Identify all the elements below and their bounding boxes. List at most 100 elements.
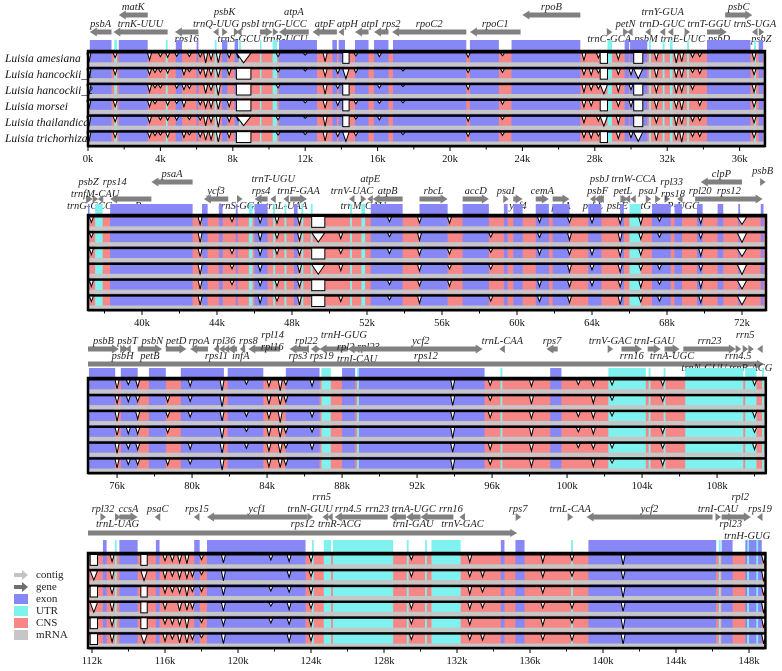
gene-label: trnS-GGA [218,201,261,212]
exon-region [196,130,199,146]
conservation-dip [215,68,221,78]
UTR-region [301,262,304,279]
low-conservation-gap [342,115,350,128]
exon-region [552,204,570,215]
mrna-strip [88,125,765,130]
exon-region [194,584,200,601]
conservation-dip [679,131,685,143]
mrna-strip [88,564,766,569]
conservation-dip [617,232,623,242]
conservation-dip [308,617,314,628]
exon-region [624,98,630,115]
conservation-dip [197,131,203,139]
conservation-dip [322,68,328,79]
conservation-dip [581,115,587,125]
UTR-region [762,393,764,410]
conservation-dip [465,52,471,59]
conservation-line [88,82,765,86]
UTR-region [214,98,217,115]
conservation-dip [308,570,314,578]
mrna-strip [88,627,766,632]
UTR-region [745,393,757,410]
exon-region [697,262,703,279]
exon-region [513,215,523,231]
conservation-dip [589,279,595,288]
conservation-dip [653,84,659,95]
alignment-track-luisia-morsei [88,262,766,279]
conservation-dip [286,617,292,626]
conservation-dip [189,633,196,642]
UTR-region [259,66,262,83]
gene-label: psaA [161,169,184,180]
exon-region [234,114,239,131]
UTR-region [648,393,651,410]
exon-region [511,40,581,51]
UTR-region [239,40,241,51]
low-conservation-gap [633,52,644,64]
conservation-dip [376,52,383,58]
conservation-dip [296,248,303,257]
gene-label: trnI-GAU [393,519,435,530]
conservation-dip [277,442,283,454]
UTR-region [114,82,117,99]
conservation-dip [322,115,328,127]
UTR-region [323,540,332,553]
axis-tick-label: 116k [155,656,176,667]
legend-item-gene: gene [14,581,57,593]
conservation-dip [609,442,615,450]
conservation-dip [595,115,602,123]
UTR-region [114,114,117,131]
conservation-dip [283,427,289,435]
conservation-dip [157,68,164,74]
gene-arrow-clpP [700,177,742,187]
exon-region [717,246,724,263]
UTR-region [607,130,612,146]
mrna-strip [88,305,766,310]
gene-arrow-trnC-GCA [606,28,613,36]
exon-region [332,40,337,51]
UTR-region [648,378,651,394]
gene-label: ycf3 [206,186,225,197]
UTR-region [321,441,331,458]
conservation-dip [275,131,281,136]
exon-region [155,600,160,617]
exon-region [721,600,733,617]
UTR-region [323,600,332,617]
conservation-line [88,294,766,297]
conservation-dip [656,295,663,303]
UTR-region [350,246,352,263]
UTR-region [357,368,359,378]
gene-label: trnV-UAC [331,186,375,197]
exon-region [227,368,264,378]
exon-region [550,393,562,410]
conservation-dip [696,115,703,122]
gene-arrow-rpl20 [677,195,683,203]
conservation-dip [176,617,183,627]
exon-region [721,540,733,553]
alignment-track-luisia-amesiana [88,215,766,231]
alignment-track-luisia-amesiana [86,51,765,67]
UTR-region [259,98,262,115]
UTR-region [406,540,409,553]
conservation-dip [286,554,292,564]
conservation-dip [595,84,602,91]
conservation-dip [446,216,453,225]
conservation-dip [184,602,190,611]
gene-label: trnL-CAA [549,504,591,515]
conservation-dip [229,216,235,224]
UTR-region [607,98,612,115]
conservation-dip [243,427,250,433]
exon-region [338,40,346,51]
conservation-dip [322,84,328,95]
exon-region [155,584,160,601]
conservation-dip [198,554,205,562]
UTR-region [662,114,665,131]
conservation-dip [268,617,274,625]
conservation-dip [659,395,666,403]
gene-arrow-trnT-GGU [684,28,691,36]
conservation-dip [467,633,473,642]
conservation-dip [536,232,543,239]
UTR-region [500,378,503,394]
conservation-dip [617,248,623,259]
UTR-region [648,441,651,458]
